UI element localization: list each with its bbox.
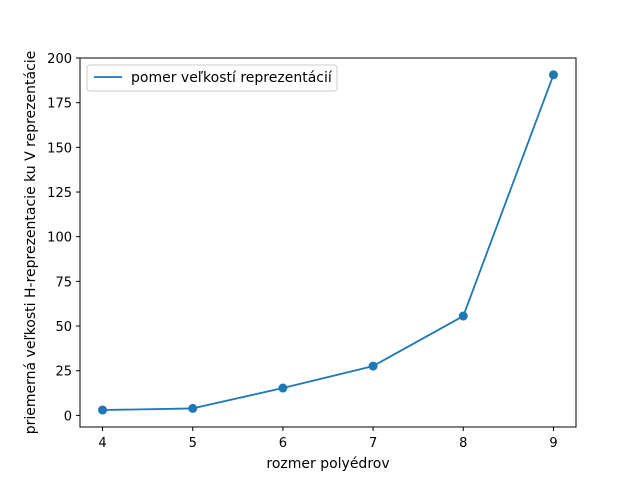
data-point-marker <box>368 361 378 371</box>
y-tick-label: 75 <box>55 275 72 290</box>
y-tick-label: 100 <box>47 231 72 246</box>
data-point-marker <box>188 403 198 413</box>
plot-area-frame <box>79 57 577 428</box>
y-tick-label: 0 <box>64 409 72 424</box>
x-axis-label: rozmer polyédrov <box>266 456 389 472</box>
data-point-marker <box>98 405 108 415</box>
legend-label: pomer veľkostí reprezentácií <box>131 70 333 86</box>
y-tick-label: 200 <box>47 52 72 67</box>
data-point-marker <box>458 311 468 321</box>
y-tick-label: 150 <box>47 141 72 156</box>
legend: pomer veľkostí reprezentácií <box>86 64 338 92</box>
data-point-marker <box>278 383 288 393</box>
x-tick-label: 5 <box>189 436 197 451</box>
y-tick-label: 125 <box>47 186 72 201</box>
x-tick-label: 7 <box>369 436 377 451</box>
legend-box <box>86 64 338 92</box>
x-axis-ticks: 4 5 6 7 8 9 <box>98 427 558 451</box>
y-tick-label: 50 <box>55 320 72 335</box>
y-tick-label: 175 <box>47 97 72 112</box>
series-group <box>98 70 558 415</box>
y-axis-label: priemerná veľkosti H-reprezentacie ku V … <box>23 51 39 435</box>
x-tick-label: 4 <box>98 436 106 451</box>
x-tick-label: 8 <box>459 436 467 451</box>
series-line <box>102 74 555 411</box>
y-tick-label: 25 <box>55 365 72 380</box>
y-axis-ticks: 0 25 50 75 100 125 150 175 200 <box>47 52 80 424</box>
data-point-marker <box>548 70 558 80</box>
x-tick-label: 9 <box>549 436 557 451</box>
x-tick-label: 6 <box>279 436 287 451</box>
